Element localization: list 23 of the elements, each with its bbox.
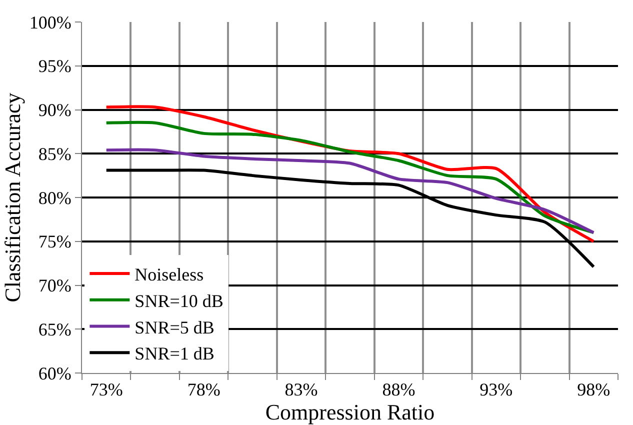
legend-label: Noiseless — [134, 264, 204, 284]
y-tick-label: 85% — [38, 144, 72, 164]
x-tick-label: 93% — [480, 380, 513, 400]
y-tick-label: 60% — [38, 363, 72, 384]
y-tick-label: 70% — [38, 276, 72, 296]
line-series — [104, 148, 596, 234]
y-tick-label: 95% — [38, 56, 72, 76]
y-tick-label: 80% — [38, 188, 72, 208]
legend-label: SNR=5 dB — [134, 317, 214, 338]
y-tick-label: 65% — [38, 319, 72, 340]
x-tick-label: 73% — [90, 380, 123, 400]
legend-label: SNR=1 dB — [134, 344, 214, 364]
legend-label: SNR=10 dB — [134, 290, 224, 311]
y-axis-title: Classification Accuracy — [0, 92, 25, 302]
y-tick-label: 100% — [29, 12, 72, 32]
x-tick-label: 83% — [284, 380, 318, 400]
x-tick-label: 98% — [577, 380, 610, 400]
y-tick-label: 75% — [38, 232, 72, 252]
x-tick-label: 88% — [382, 380, 416, 400]
x-axis-title: Compression Ratio — [265, 400, 435, 425]
x-tick-label: 78% — [187, 380, 220, 400]
line-series — [104, 120, 596, 234]
y-tick-label: 90% — [38, 100, 72, 120]
